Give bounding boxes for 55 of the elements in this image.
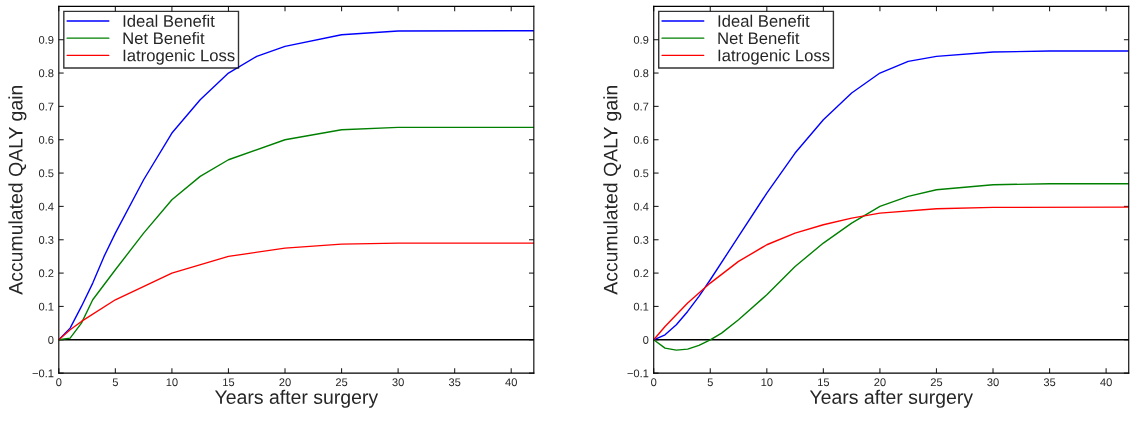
x-tick-label: 30 bbox=[392, 378, 404, 387]
y-axis-title: Accumulated QALY gain bbox=[8, 85, 27, 295]
x-tick-label: 0 bbox=[651, 378, 657, 387]
x-tick-label: 20 bbox=[279, 378, 291, 387]
legend-label: Iatrogenic Loss bbox=[123, 49, 235, 65]
line-series bbox=[653, 206, 1129, 341]
x-tick-label: 35 bbox=[1043, 378, 1056, 387]
y-tick-label: 0.5 bbox=[633, 169, 649, 178]
line-series bbox=[58, 242, 534, 341]
legend-label: Net Benefit bbox=[718, 31, 800, 45]
y-tick-label: 0 bbox=[643, 336, 649, 344]
legend-label: Ideal Benefit bbox=[123, 14, 215, 27]
x-tick-label: 35 bbox=[448, 378, 461, 387]
y-tick-label: 0.8 bbox=[633, 69, 649, 78]
x-tick-label: 10 bbox=[166, 378, 178, 387]
x-tick-label: 30 bbox=[987, 378, 999, 387]
y-tick-label: 0.5 bbox=[38, 169, 54, 178]
y-tick-label: 0.3 bbox=[38, 236, 54, 244]
y-tick-label: 0.9 bbox=[633, 35, 649, 44]
x-tick-label: 25 bbox=[335, 378, 348, 387]
x-tick-label: 10 bbox=[761, 378, 773, 387]
line-series bbox=[653, 50, 1129, 341]
x-axis-title: Years after surgery bbox=[809, 389, 973, 408]
y-tick-label: 0.1 bbox=[633, 302, 649, 311]
y-tick-label: 0 bbox=[48, 336, 54, 344]
legend-label: Ideal Benefit bbox=[718, 14, 810, 27]
x-tick-label: 0 bbox=[56, 378, 62, 387]
y-tick-label: 0.2 bbox=[633, 269, 649, 278]
legend-label: Net Benefit bbox=[123, 31, 205, 45]
line-series bbox=[58, 126, 534, 341]
y-tick-label: 0.7 bbox=[633, 102, 649, 111]
y-tick-label: 0.4 bbox=[633, 202, 649, 211]
y-tick-label: 0.7 bbox=[38, 102, 54, 111]
y-tick-label: 0.3 bbox=[633, 236, 649, 244]
y-tick-label: 0.6 bbox=[633, 135, 649, 144]
x-tick-label: 25 bbox=[930, 378, 943, 387]
x-tick-label: 40 bbox=[1100, 378, 1112, 387]
x-tick-label: 15 bbox=[223, 378, 235, 387]
y-tick-label: 0.1 bbox=[38, 302, 54, 311]
y-tick-label: 0.9 bbox=[38, 35, 54, 44]
y-tick-label: 0.2 bbox=[38, 269, 54, 278]
y-axis-title: Accumulated QALY gain bbox=[603, 85, 622, 295]
x-tick-label: 5 bbox=[707, 378, 713, 387]
y-tick-label: 0.4 bbox=[38, 202, 54, 211]
y-tick-label: 0.6 bbox=[38, 135, 54, 144]
line-series bbox=[653, 183, 1129, 351]
legend-label: Iatrogenic Loss bbox=[718, 49, 830, 65]
y-tick-label: −0.1 bbox=[627, 369, 649, 378]
x-axis-title: Years after surgery bbox=[214, 389, 379, 408]
x-tick-label: 5 bbox=[112, 378, 118, 387]
x-tick-label: 20 bbox=[874, 378, 886, 387]
x-tick-label: 40 bbox=[505, 378, 517, 387]
y-tick-label: −0.1 bbox=[32, 369, 54, 378]
y-tick-label: 0.8 bbox=[38, 69, 54, 78]
x-tick-label: 15 bbox=[818, 378, 830, 387]
